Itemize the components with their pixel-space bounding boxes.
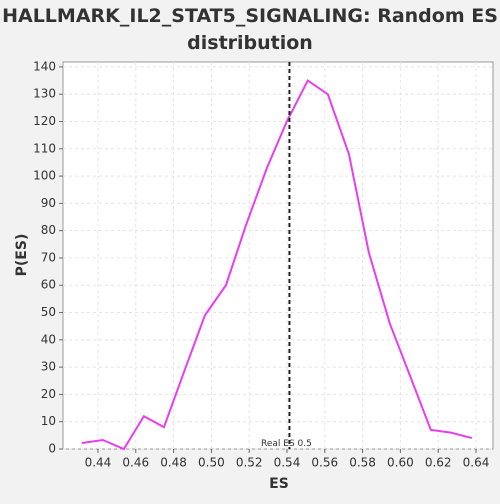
y-tick-label: 50 [41,305,56,319]
y-tick-label: 100 [33,169,56,183]
y-tick-label: 20 [41,387,56,401]
x-tick-label: 0.50 [198,456,225,470]
y-tick-label: 40 [41,332,56,346]
y-tick-label: 110 [33,141,56,155]
y-tick-label: 140 [33,59,56,73]
x-tick-label: 0.58 [349,456,376,470]
chart-title: HALLMARK_IL2_STAT5_SIGNALING: Random ES d… [2,5,498,54]
x-axis-label: ES [269,476,289,492]
y-tick-label: 130 [33,87,56,101]
y-tick-label: 120 [33,114,56,128]
y-tick-label: 60 [41,278,56,292]
x-tick-label: 0.44 [85,456,112,470]
x-tick-label: 0.52 [236,456,263,470]
y-tick-label: 70 [41,250,56,264]
y-axis-label: P(ES) [14,234,30,277]
y-tick-label: 80 [41,223,56,237]
x-tick-label: 0.48 [160,456,187,470]
x-tick-label: 0.54 [274,456,301,470]
real-es-label: Real ES 0.5 [261,439,312,449]
x-tick-label: 0.56 [311,456,338,470]
x-tick-label: 0.60 [387,456,414,470]
x-tick-label: 0.64 [463,456,490,470]
data-line [81,79,473,451]
y-tick-label: 90 [41,196,56,210]
x-tick-label: 0.62 [425,456,452,470]
y-tick-label: 30 [41,360,56,374]
plot-area [62,61,494,450]
y-tick-label: 10 [41,414,56,428]
y-tick-label: 0 [48,442,56,456]
x-tick-label: 0.46 [122,456,149,470]
